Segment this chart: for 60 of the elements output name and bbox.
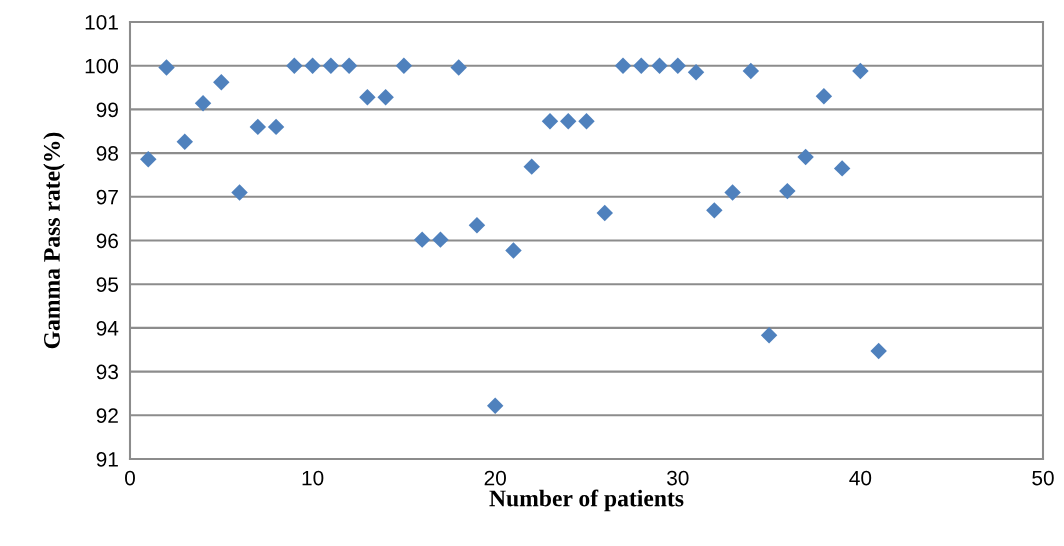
- y-tick-label: 92: [96, 408, 118, 424]
- point: [486, 397, 504, 414]
- point: [377, 88, 394, 106]
- point: [286, 57, 303, 74]
- point: [213, 74, 230, 91]
- point: [450, 59, 467, 76]
- point: [158, 59, 175, 76]
- point: [669, 57, 687, 74]
- point: [304, 57, 321, 74]
- x-tick-label: 10: [302, 470, 324, 486]
- point: [468, 216, 486, 234]
- point: [560, 112, 577, 130]
- point: [523, 158, 540, 175]
- y-tick-label: 98: [96, 146, 118, 161]
- x-tick-label: 0: [125, 470, 135, 486]
- point: [194, 95, 212, 112]
- y-tick-label: 91: [96, 452, 118, 467]
- point: [596, 204, 613, 222]
- point: [413, 231, 431, 248]
- x-tick-label: 30: [667, 470, 689, 486]
- x-tick-label: 50: [1032, 470, 1054, 486]
- point: [779, 182, 796, 200]
- point: [249, 118, 267, 136]
- point: [614, 57, 632, 74]
- point: [231, 184, 248, 201]
- point: [651, 57, 668, 74]
- point: [432, 231, 449, 248]
- point: [267, 118, 285, 136]
- y-tick-label: 100: [85, 58, 119, 74]
- point: [505, 242, 522, 259]
- point: [322, 57, 340, 74]
- point: [633, 57, 650, 74]
- point: [760, 327, 778, 344]
- point: [541, 112, 559, 130]
- y-tick-label: 96: [96, 233, 118, 249]
- point: [687, 64, 705, 81]
- y-tick-label: 101: [85, 15, 118, 30]
- point: [706, 202, 723, 219]
- y-tick-label: 94: [96, 320, 119, 336]
- point: [797, 148, 814, 166]
- point: [742, 62, 760, 80]
- point: [395, 57, 413, 74]
- point: [578, 112, 595, 130]
- point: [340, 57, 358, 74]
- point: [870, 342, 887, 360]
- y-tick-label: 95: [96, 277, 119, 292]
- point: [833, 160, 851, 177]
- y-tick-label: 99: [96, 102, 118, 118]
- x-tick-label: 20: [484, 470, 506, 486]
- y-tick-label: 97: [96, 189, 118, 205]
- y-tick-label: 93: [96, 364, 118, 380]
- y-axis-title: Gamma Pass rate(%): [43, 132, 65, 349]
- x-tick-label: 40: [849, 470, 872, 486]
- point: [359, 88, 376, 106]
- point: [815, 88, 833, 105]
- point: [724, 184, 741, 201]
- point: [140, 151, 157, 168]
- point: [176, 133, 193, 150]
- point: [852, 62, 869, 80]
- x-axis-title: Number of patients: [489, 489, 684, 512]
